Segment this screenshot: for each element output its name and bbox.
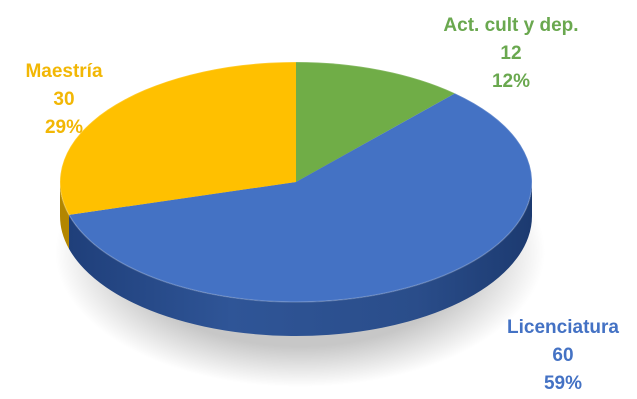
data-label-maestria-name: Maestría	[25, 61, 103, 82]
data-label-maestria-percent: 29%	[44, 117, 84, 138]
data-label-maestria: Maestría 30 29%	[4, 58, 124, 142]
pie-side-maestria	[60, 182, 70, 249]
pie-slice-licenciatura	[69, 93, 532, 302]
data-label-act-cult-value: 12	[500, 43, 522, 64]
pie-slice-act-cult-y-dep	[296, 62, 455, 182]
pie-rim	[59, 61, 533, 303]
pie-side-licenciatura	[69, 182, 532, 336]
data-label-act-cult-name: Act. cult y dep.	[443, 15, 579, 36]
data-label-maestria-value: 30	[53, 89, 75, 110]
pie-side	[60, 182, 532, 336]
pie-top	[59, 61, 533, 303]
data-label-licenciatura-value: 60	[552, 345, 574, 366]
data-label-act-cult: Act. cult y dep. 12 12%	[416, 12, 606, 96]
pie-slice-maestria	[59, 62, 296, 215]
data-label-licenciatura-percent: 59%	[543, 373, 583, 394]
data-label-licenciatura: Licenciatura 60 59%	[493, 314, 633, 398]
data-label-licenciatura-name: Licenciatura	[507, 317, 619, 338]
data-label-act-cult-percent: 12%	[491, 71, 531, 92]
